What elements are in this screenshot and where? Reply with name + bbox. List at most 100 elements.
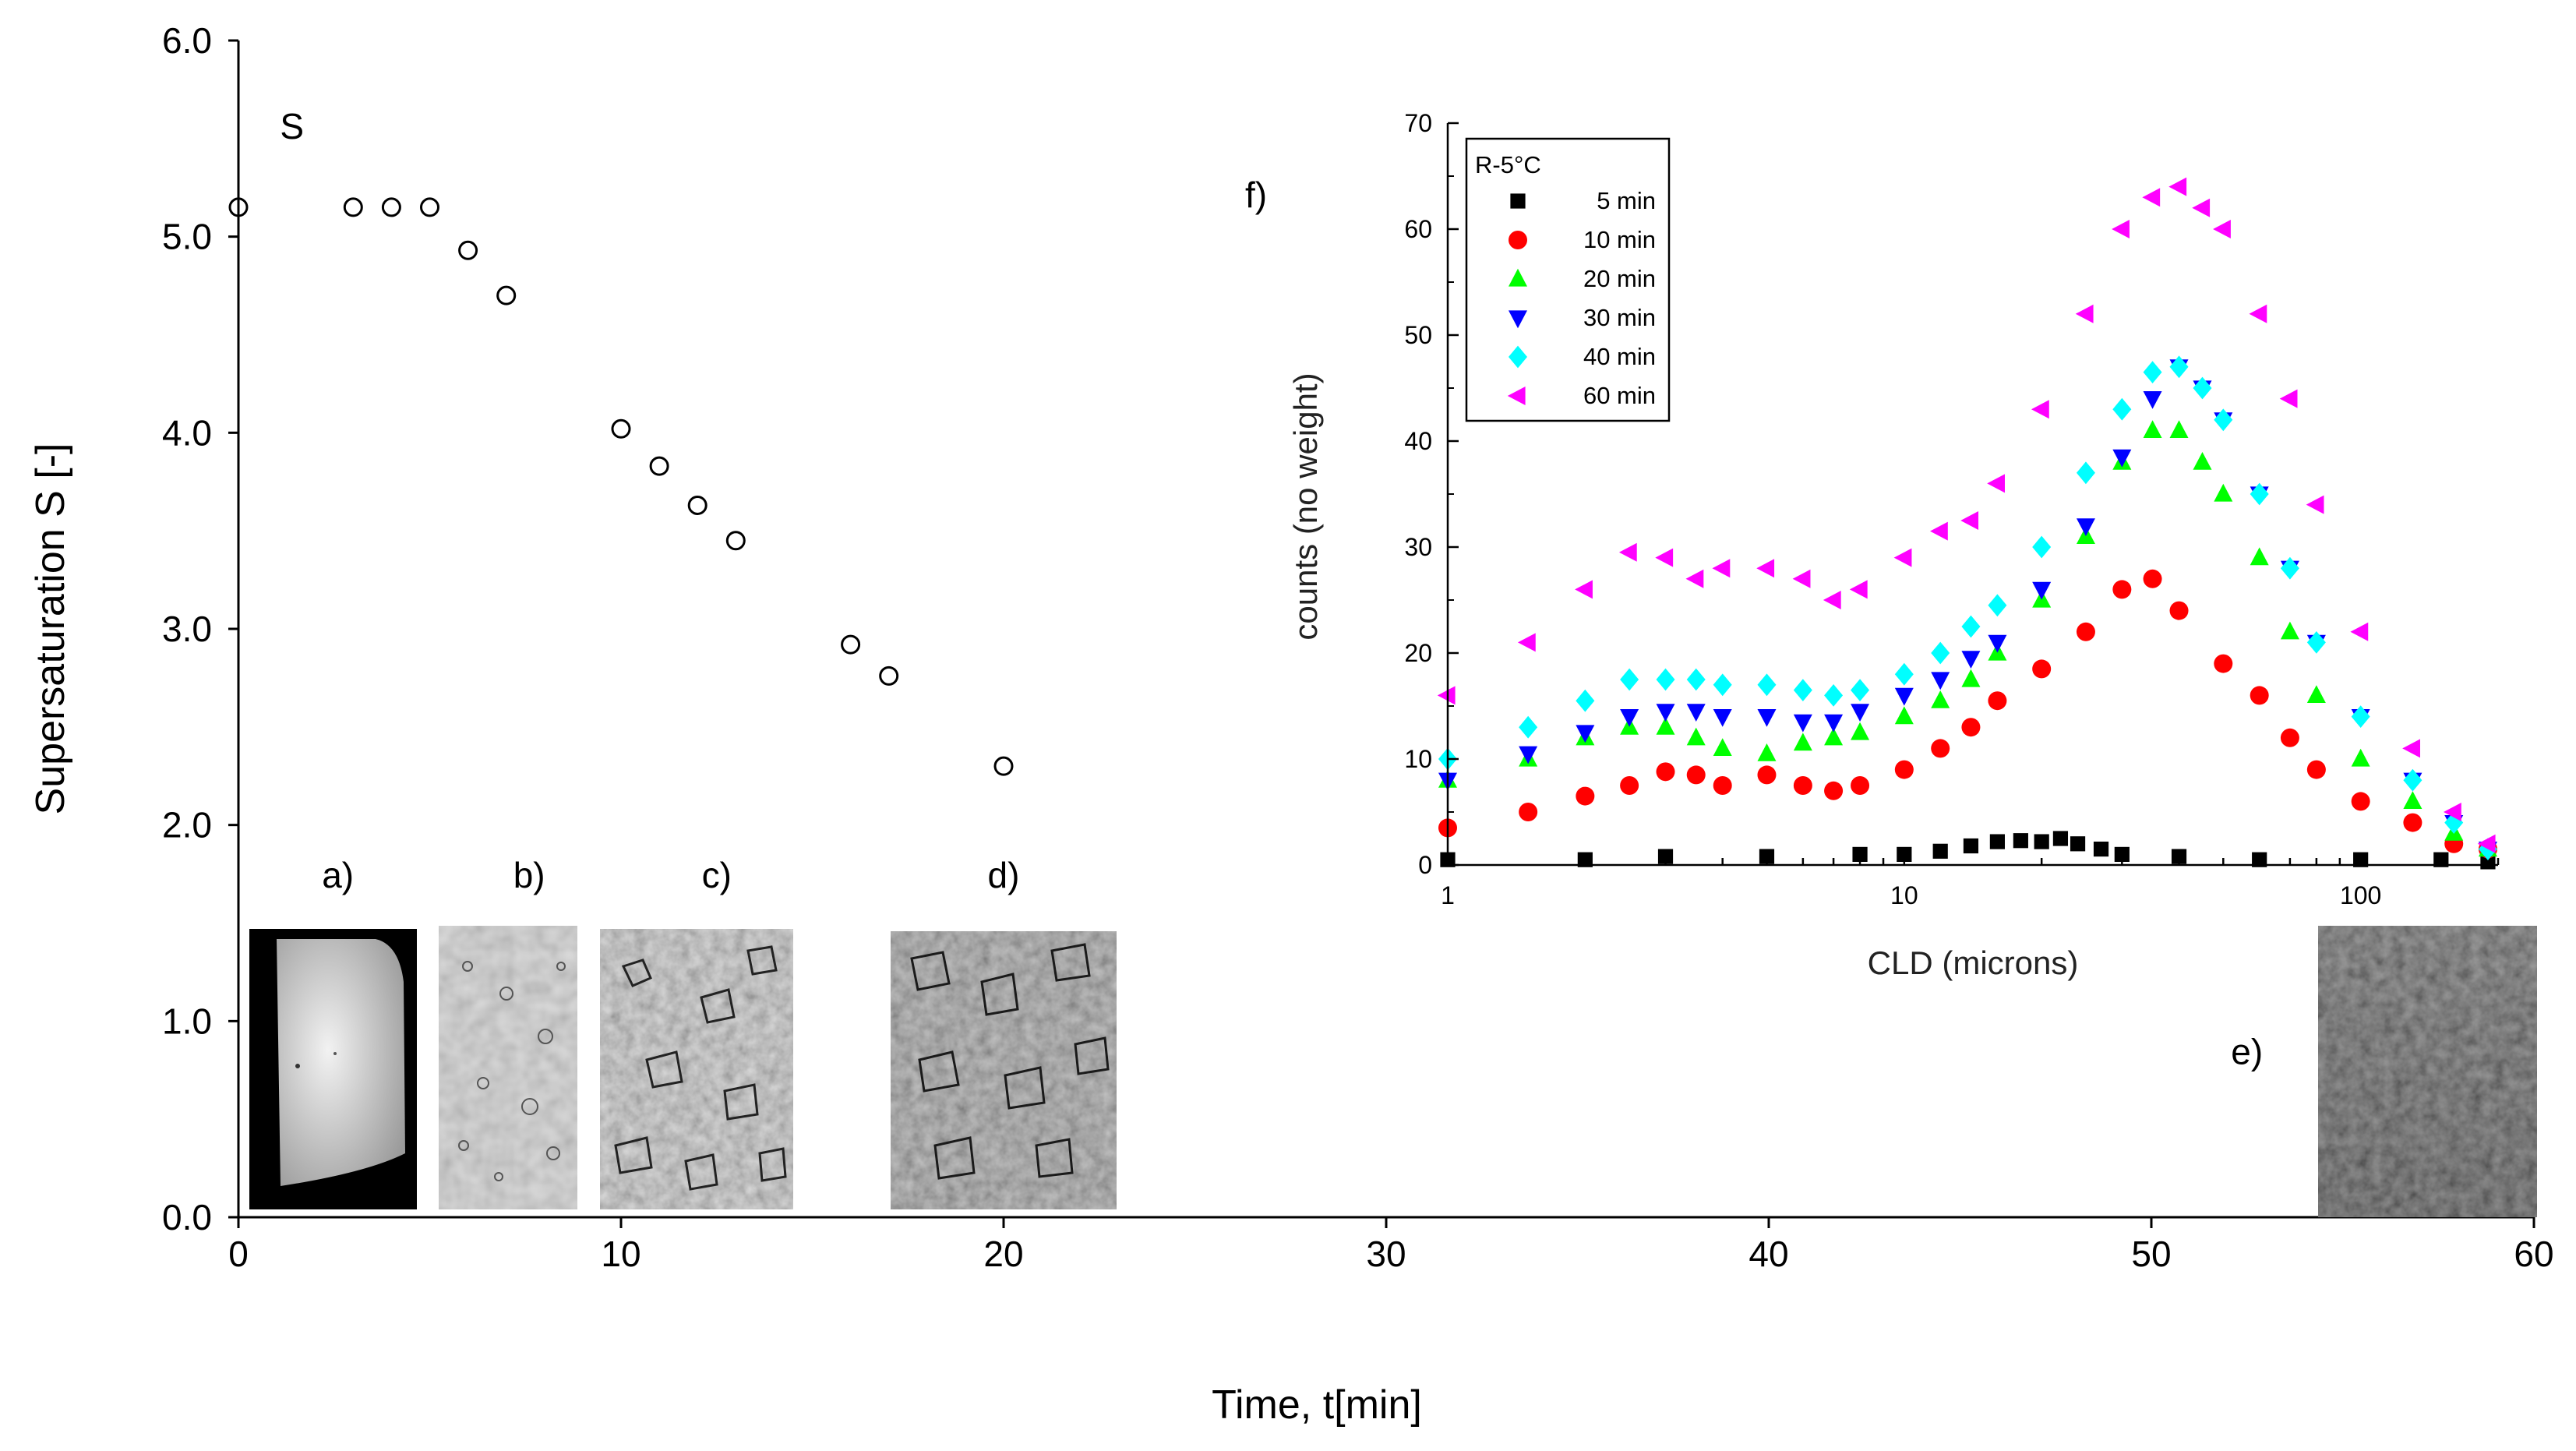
cld-point	[2444, 811, 2464, 834]
cld-point	[1620, 709, 1639, 727]
series-60-min	[1437, 177, 2496, 853]
inset-x-tick-label: 1	[1441, 881, 1455, 909]
cld-point	[1757, 709, 1777, 727]
cld-point	[1793, 679, 1812, 701]
cld-point	[1712, 559, 1731, 578]
legend-box	[1465, 137, 1671, 422]
main-y-axis-label: Supersaturation S [-]	[28, 443, 73, 815]
cld-point	[2076, 622, 2095, 641]
cld-point	[2250, 482, 2269, 506]
cld-point	[2280, 621, 2299, 640]
cld-point	[1620, 776, 1639, 795]
cld-point	[1824, 781, 1844, 800]
cld-point	[1519, 715, 1538, 739]
cld-point	[2112, 580, 2132, 599]
cld-point	[2168, 177, 2187, 196]
cld-point	[1931, 672, 1950, 690]
main-plot: 0.01.02.03.04.05.06.0 0 10 20 30 40 50 60 Supe…	[28, 20, 2554, 1428]
cld-point	[1686, 727, 1706, 746]
supersaturation-point	[841, 634, 861, 655]
inset-y-tick-label: 30	[1404, 533, 1432, 561]
legend-label: 5 min	[1597, 187, 1656, 214]
cld-point	[1519, 803, 1538, 821]
legend-marker	[1509, 231, 1527, 249]
inset-y-tick-label: 60	[1404, 215, 1432, 243]
main-x-tick-label: 10	[601, 1234, 640, 1274]
cld-point	[2171, 849, 2187, 864]
cld-point	[1894, 687, 1914, 706]
legend-title: R-5°C	[1475, 151, 1541, 178]
cld-point	[2112, 397, 2132, 421]
cld-point	[1961, 615, 1981, 638]
cld-point	[1849, 580, 1868, 599]
supersaturation-point	[687, 495, 708, 515]
cld-point	[2403, 791, 2422, 809]
panel-label: c)	[702, 855, 732, 895]
cld-point	[1686, 765, 1706, 785]
cld-point	[1894, 662, 1914, 686]
inset-y-axis-label: counts (no weight)	[1287, 372, 1324, 640]
cld-point	[1932, 843, 1948, 859]
cld-point	[1437, 686, 1456, 705]
cld-point	[2306, 495, 2324, 514]
cld-point	[1656, 717, 1675, 735]
cld-point	[1713, 709, 1732, 727]
main-x-axis-label: Time, t[min]	[1212, 1382, 1422, 1428]
cld-point	[1657, 849, 1674, 864]
inset-y-tick-label: 40	[1404, 427, 1432, 455]
cld-point	[2143, 420, 2162, 438]
cld-point	[2013, 833, 2028, 849]
cld-point	[1618, 542, 1637, 562]
cld-point	[1823, 591, 1841, 609]
cld-point	[2213, 220, 2231, 238]
cld-point	[1961, 669, 1981, 687]
cld-point	[2093, 842, 2109, 857]
cld-point	[2143, 391, 2162, 409]
main-x-tick-label: 30	[1366, 1234, 1406, 1274]
supersaturation-point	[496, 285, 517, 305]
cld-point	[2070, 836, 2086, 852]
main-y-tick-label: 5.0	[162, 217, 212, 257]
legend-label: 20 min	[1583, 265, 1656, 292]
cld-point	[1757, 743, 1777, 761]
cld-point	[2193, 376, 2212, 400]
main-y-tick-label: 1.0	[162, 1001, 212, 1041]
cld-point	[2076, 461, 2095, 485]
cld-point	[1851, 704, 1870, 722]
cld-point	[2034, 834, 2049, 849]
cld-series	[1437, 177, 2497, 870]
supersaturation-point	[420, 197, 439, 217]
cld-point	[1893, 548, 1912, 567]
cld-point	[2169, 420, 2189, 438]
cld-point	[2351, 748, 2370, 767]
cld-point	[2250, 686, 2269, 705]
main-y-tick-label: 0.0	[162, 1197, 212, 1237]
main-x-tick-label: 40	[1749, 1234, 1788, 1274]
inset-y-tick-label: 20	[1404, 639, 1432, 667]
panel-label: b)	[513, 855, 545, 895]
cld-point	[1851, 679, 1870, 701]
inset-y-tick-label: 70	[1404, 109, 1432, 137]
inset-y-tick-label: 50	[1404, 321, 1432, 349]
main-x-tick-label: 50	[2131, 1234, 2171, 1274]
cld-point	[1824, 727, 1844, 746]
cld-point	[2477, 834, 2496, 853]
cld-point	[2192, 198, 2211, 217]
panel-label: S	[280, 106, 304, 147]
main-x-tick-label: 0	[228, 1234, 249, 1274]
cld-point	[1576, 786, 1595, 806]
cld-point	[2403, 768, 2422, 792]
cld-point	[1576, 725, 1595, 743]
supersaturation-point	[993, 756, 1014, 776]
cld-point	[2032, 659, 2052, 679]
micrograph-a	[249, 929, 417, 1209]
cld-point	[1656, 668, 1675, 691]
cld-point	[2031, 400, 2049, 419]
supersaturation-point	[381, 197, 401, 217]
cld-point	[1793, 776, 1812, 795]
main-annotations: Sa) b) c) d) e) f)	[280, 106, 2263, 1072]
cld-point	[2143, 569, 2162, 588]
cld-point	[2052, 831, 2069, 846]
cld-point	[1988, 691, 2007, 711]
